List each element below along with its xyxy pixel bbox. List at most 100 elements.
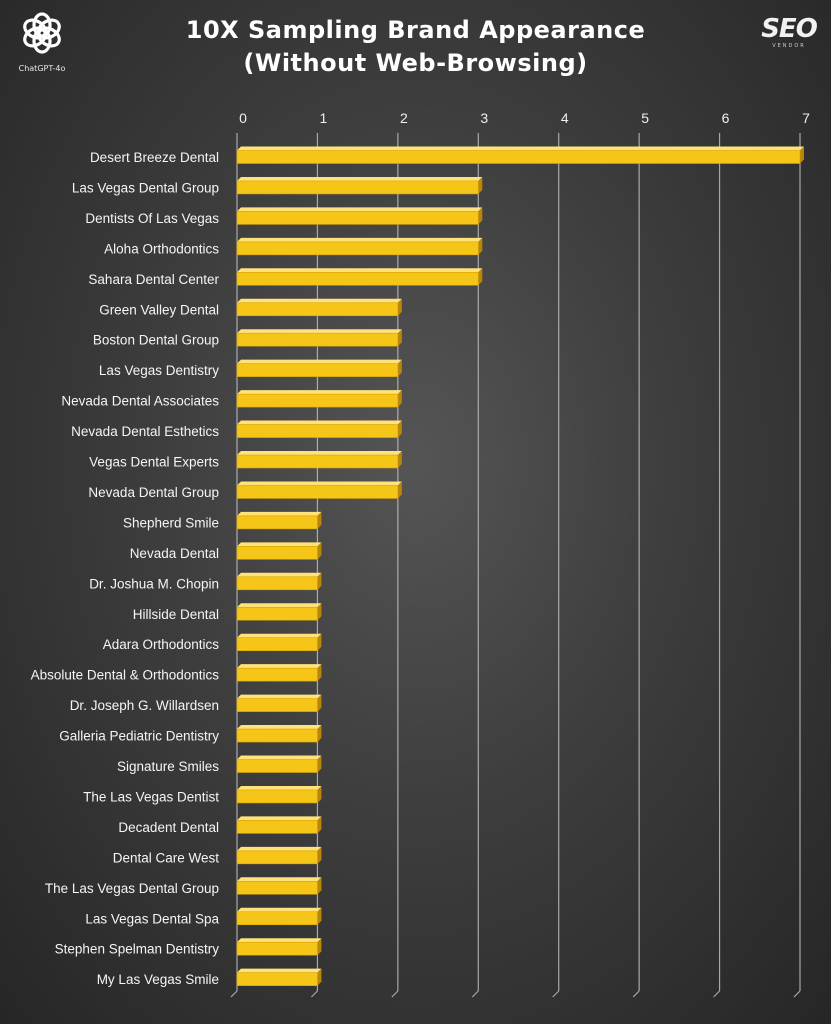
x-tick-label: 7 (802, 110, 810, 126)
category-label: The Las Vegas Dental Group (45, 881, 219, 896)
bar-end-face (478, 268, 483, 286)
bar-top-face (237, 329, 402, 334)
bar-end-face (397, 390, 402, 408)
bar (236, 785, 322, 804)
bar-top-face (237, 725, 322, 730)
category-label: Nevada Dental Group (88, 485, 219, 500)
x-tick-label: 0 (239, 110, 247, 126)
bar-end-face (800, 146, 804, 164)
gridline-foot (391, 990, 399, 998)
bar (236, 542, 322, 560)
bar-front-face (236, 485, 399, 499)
bar-top-face (237, 572, 322, 577)
x-tick-label: 4 (561, 110, 569, 126)
category-label: Dentists Of Las Vegas (85, 211, 219, 226)
bar-end-face (317, 907, 322, 925)
category-label: Las Vegas Dental Spa (85, 911, 219, 926)
bar-end-face (478, 176, 483, 194)
bar-top-face (237, 176, 483, 181)
bar (236, 511, 322, 530)
bar-end-face (317, 633, 322, 651)
bar-front-face (236, 393, 399, 408)
bar-top-face (237, 207, 483, 212)
bar-end-face (317, 694, 322, 712)
bar-top-face (237, 146, 804, 151)
gridline-foot (471, 990, 479, 998)
bar-end-face (317, 572, 322, 590)
bar-end-face (317, 725, 322, 743)
bar-top-face (237, 268, 483, 273)
category-label: Sahara Dental Center (88, 272, 219, 287)
bar-front-face (236, 820, 318, 834)
category-label: Absolute Dental & Orthodontics (31, 668, 220, 683)
x-tick-label: 1 (320, 110, 328, 126)
bar-end-face (397, 329, 402, 347)
bar-front-face (236, 667, 318, 682)
x-tick-label: 6 (722, 110, 730, 126)
bar-end-face (317, 603, 322, 621)
category-label: Las Vegas Dentistry (99, 363, 219, 378)
seo-vendor-logo-subtext: VENDOR (772, 43, 806, 49)
chatgpt-logo-caption: ChatGPT-4o (18, 64, 66, 73)
bar-front-face (236, 698, 318, 712)
bar (236, 237, 483, 256)
bar (236, 176, 483, 195)
bar (236, 725, 322, 743)
category-label: Boston Dental Group (93, 333, 219, 348)
category-label: Vegas Dental Experts (89, 455, 219, 470)
bar-front-face (236, 728, 318, 743)
x-tick-label: 5 (641, 110, 649, 126)
bar-end-face (317, 846, 322, 864)
bar-top-face (237, 877, 322, 882)
bar-end-face (317, 877, 322, 895)
gridline-foot (230, 990, 238, 998)
bar (236, 146, 804, 164)
bar-top-face (237, 511, 322, 516)
category-label: Nevada Dental (130, 546, 219, 561)
x-tick-label: 2 (400, 110, 408, 126)
category-label: Aloha Orthodontics (104, 241, 219, 256)
chart-subtitle: (Without Web-Browsing) (243, 49, 588, 77)
category-label: Nevada Dental Esthetics (71, 424, 219, 439)
bar-front-face (236, 454, 399, 469)
bar-end-face (397, 359, 402, 377)
bar-front-face (236, 972, 318, 986)
bar-end-face (317, 755, 322, 773)
bar-front-face (236, 850, 318, 865)
bar (236, 877, 322, 895)
openai-knot-icon (23, 12, 61, 54)
bar-front-face (236, 271, 479, 286)
bar-front-face (236, 789, 318, 804)
chart-title: 10X Sampling Brand Appearance (185, 16, 646, 44)
bar-front-face (236, 606, 318, 621)
bar-end-face (317, 785, 322, 803)
bar (236, 633, 322, 652)
bar-top-face (237, 907, 322, 912)
gridlines (230, 133, 801, 998)
bar-top-face (237, 633, 322, 638)
bar-end-face (317, 664, 322, 682)
bar (236, 390, 402, 408)
bar-top-face (237, 816, 322, 821)
category-label: Dental Care West (113, 850, 220, 865)
bar (236, 755, 322, 773)
bar (236, 664, 322, 682)
category-label: Signature Smiles (117, 759, 219, 774)
bar-end-face (397, 298, 402, 316)
seo-vendor-logo-mark: SEO (761, 14, 818, 44)
bar-end-face (317, 511, 322, 529)
bar-front-face (236, 546, 318, 560)
bar-top-face (237, 451, 402, 455)
bar-front-face (236, 576, 318, 591)
bar-top-face (237, 755, 322, 760)
bar (236, 451, 402, 469)
bar (236, 268, 483, 286)
category-label: Desert Breeze Dental (90, 150, 219, 165)
bar (236, 694, 322, 712)
category-label: The Las Vegas Dentist (83, 789, 219, 804)
bar-front-face (236, 911, 318, 926)
bar (236, 938, 322, 956)
bar (236, 298, 402, 317)
bar-front-face (236, 363, 399, 377)
